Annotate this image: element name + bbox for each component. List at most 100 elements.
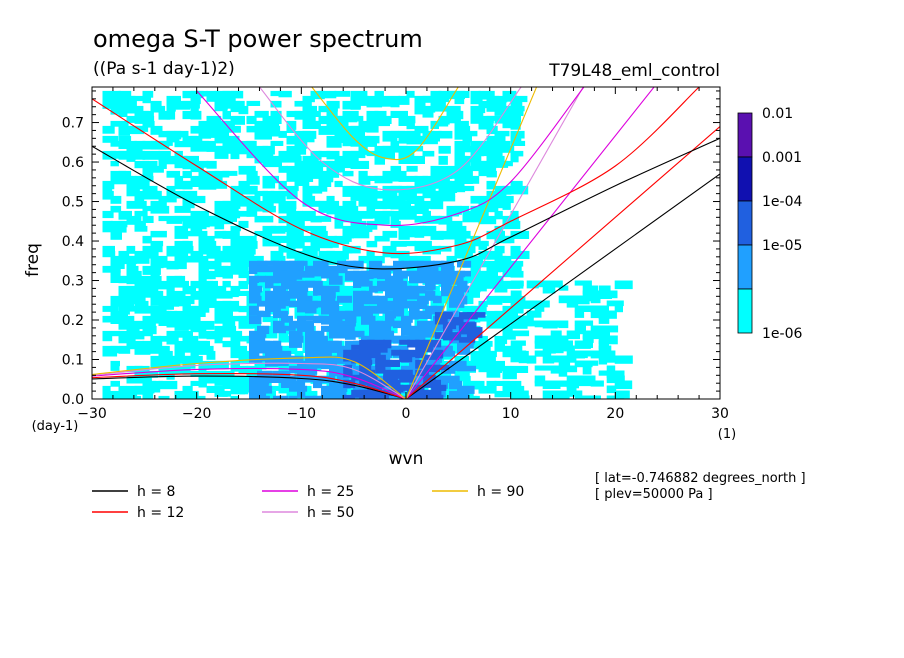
power-cell [342,210,359,219]
power-cell [486,295,503,305]
power-cell [206,245,221,253]
power-cell [246,115,257,125]
power-cell [433,305,444,314]
power-cell [313,315,327,324]
power-cell [433,295,442,304]
power-cell [550,355,570,363]
power-cell [510,120,521,130]
power-cell [422,105,436,113]
power-cell [406,240,416,247]
power-cell [118,305,130,315]
power-cell [150,245,163,253]
power-cell [457,260,472,268]
power-cell [265,260,280,266]
power-cell [206,170,219,180]
power-cell [393,295,408,302]
power-cell [166,300,180,307]
power-cell [329,370,342,377]
power-cell [582,340,593,348]
kelvin-curve-h90 [405,87,538,399]
power-cell [542,390,555,399]
power-cell [174,255,183,263]
y-tick-label: 0.7 [62,116,84,132]
power-cell [542,285,556,294]
power-cell [449,380,462,390]
power-cell [214,230,227,239]
power-cell [494,340,505,347]
power-cell [166,95,181,102]
power-cell [302,195,316,204]
power-cell [265,295,278,305]
power-cell [326,140,342,148]
power-cell [510,340,526,346]
power-cell [334,285,347,295]
power-cell [358,285,376,292]
power-cell [430,130,442,137]
power-cell [454,165,466,175]
power-cell [446,210,460,217]
power-cell [206,350,216,360]
power-cell [118,220,128,228]
power-cell [398,360,411,370]
power-cell [470,105,486,114]
power-cell [393,305,405,314]
power-cell [598,350,616,357]
power-cell [374,235,390,242]
power-cell [369,260,383,268]
power-cell [310,150,322,160]
power-cell [454,150,465,160]
power-cell [126,275,135,285]
power-cell [454,250,473,259]
power-cell [134,275,154,281]
power-cell [382,150,395,160]
power-cell [361,310,373,319]
power-cell [313,350,332,359]
power-cell [182,170,192,179]
power-cell [374,90,384,98]
power-cell [510,150,524,157]
power-cell [134,255,150,264]
power-cell [150,255,168,265]
power-cell [454,120,469,130]
power-cell [486,135,501,143]
power-cell [478,385,497,394]
power-cell [358,210,374,219]
power-cell [158,110,171,120]
power-cell [118,210,132,220]
er-curve-h8 [92,375,407,399]
power-cell [222,270,233,279]
power-cell [302,245,312,252]
power-cell [614,355,633,364]
power-cell [494,115,506,124]
power-cell [142,390,154,399]
power-cell [598,285,611,292]
power-cell [486,170,497,178]
power-cell [375,394,389,399]
power-cell [249,350,260,360]
power-cell [198,295,217,305]
power-cell [470,90,481,98]
power-cell [510,385,525,392]
power-cell [110,105,119,115]
power-cell [278,385,294,394]
power-cell [367,369,376,377]
legend-label: h = 25 [307,484,354,500]
power-cell [246,100,261,106]
power-cell [297,290,308,299]
power-cell [470,380,485,390]
power-cell [434,317,448,325]
power-cell [398,95,410,105]
power-cell [254,295,273,303]
power-cell [110,255,126,262]
power-cell [222,300,240,310]
power-cell [214,210,232,219]
power-cell [366,190,382,197]
power-cell [425,370,435,378]
power-cell [462,155,482,163]
power-cell [246,245,255,252]
power-cell [206,280,218,287]
power-cell [449,285,463,292]
power-cell [377,270,392,280]
power-cell [110,380,120,387]
